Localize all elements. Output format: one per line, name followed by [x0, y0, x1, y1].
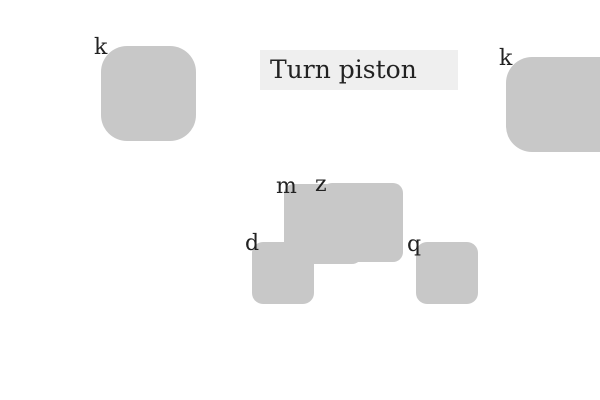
key-k-button-left[interactable]	[101, 46, 196, 141]
key-m-label: m	[276, 174, 297, 199]
key-k-label-right: k	[499, 46, 513, 71]
key-k-label-left: k	[94, 35, 108, 60]
instruction-banner: Turn piston	[260, 50, 458, 90]
key-z-button[interactable]	[322, 183, 403, 262]
key-d-label: d	[245, 231, 260, 256]
key-q-label: q	[407, 232, 422, 257]
key-k-button-right[interactable]	[506, 57, 600, 152]
key-q-button[interactable]	[416, 242, 478, 304]
key-z-label: z	[315, 172, 327, 197]
key-d-button[interactable]	[252, 242, 314, 304]
